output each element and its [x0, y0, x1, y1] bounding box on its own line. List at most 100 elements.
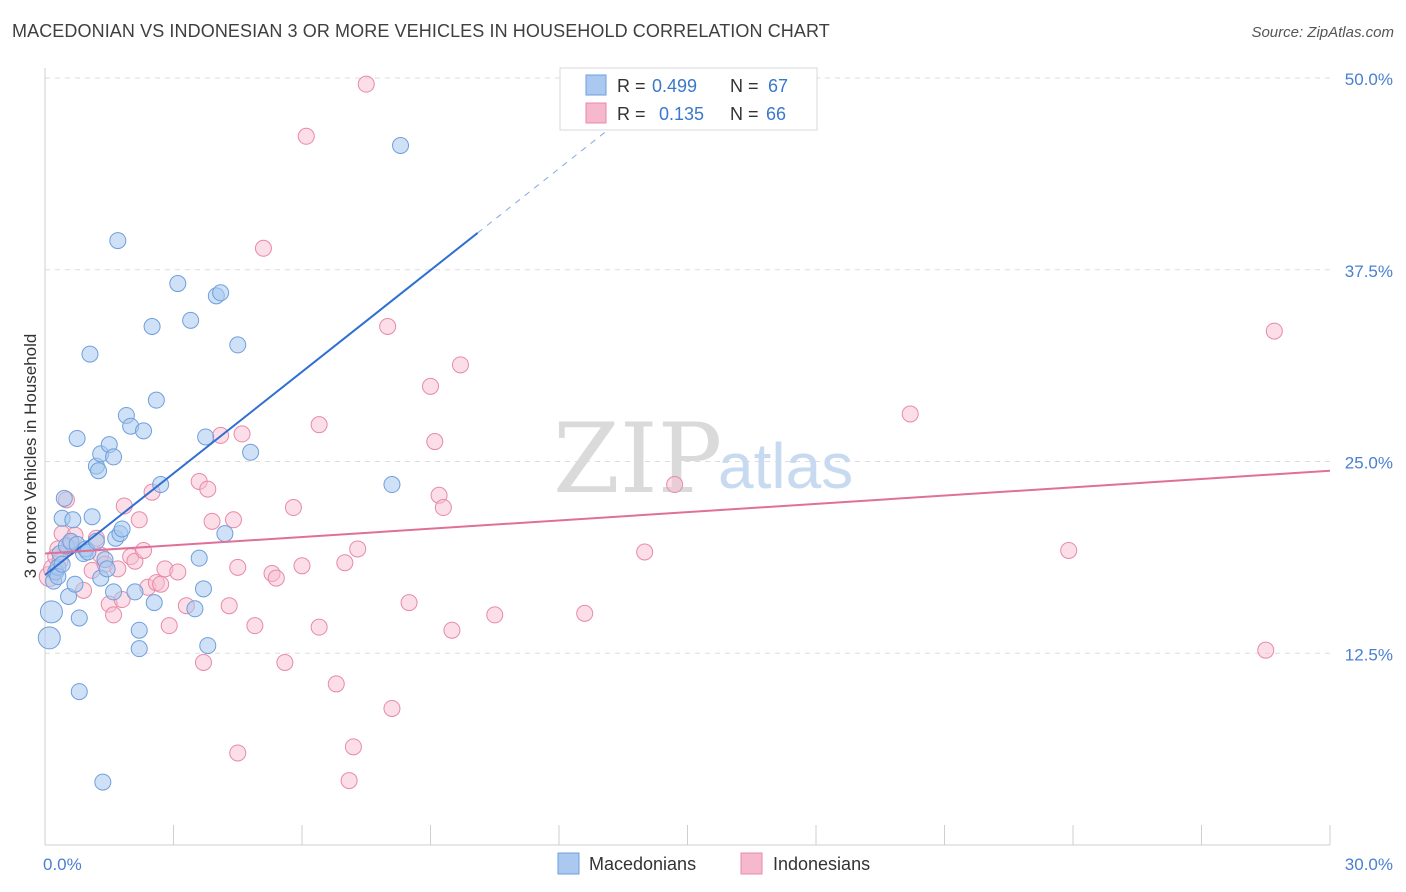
trend-lines	[44, 113, 1331, 576]
indonesians-point	[152, 575, 170, 593]
macedonians-point	[81, 345, 99, 363]
indonesians-point	[349, 540, 367, 558]
macedonians-point	[83, 508, 101, 526]
indonesians-point	[486, 606, 504, 624]
macedonians-point	[70, 683, 88, 701]
indonesians-point	[254, 239, 272, 257]
macedonians-point	[37, 626, 61, 650]
indonesians-point	[1257, 641, 1275, 659]
x-tick-label: 0.0%	[43, 855, 82, 874]
indonesians-points	[38, 75, 1283, 790]
stats-n-value-pink: 66	[766, 104, 786, 124]
macedonians-point	[105, 448, 123, 466]
stats-n-label-pink: N =	[730, 104, 759, 124]
y-axis-title: 3 or more Vehicles in Household	[21, 334, 40, 579]
macedonians-point	[105, 583, 123, 601]
macedonians-point	[94, 773, 112, 791]
indonesians-point	[443, 621, 461, 639]
y-tick-label: 25.0%	[1345, 454, 1393, 473]
macedonians-point	[186, 600, 204, 618]
macedonians-point	[135, 422, 153, 440]
indonesians-point	[169, 563, 187, 581]
indonesians-point	[229, 744, 247, 762]
indonesians-point	[267, 569, 285, 587]
stats-r-value-blue: 0.499	[652, 76, 697, 96]
indonesians-point	[1265, 322, 1283, 340]
indonesians-trend-line	[44, 469, 1331, 555]
macedonians-point	[143, 318, 161, 336]
stats-r-value-pink: 0.135	[659, 104, 704, 124]
macedonians-point	[216, 525, 234, 543]
indonesians-point	[199, 480, 217, 498]
indonesians-point	[400, 594, 418, 612]
macedonians-point	[194, 580, 212, 598]
indonesians-point	[130, 511, 148, 529]
macedonians-point	[383, 476, 401, 494]
macedonians-point	[199, 637, 217, 655]
indonesians-point	[901, 405, 919, 423]
indonesians-point	[310, 416, 328, 434]
indonesians-point	[310, 618, 328, 636]
macedonians-point	[229, 336, 247, 354]
stats-n-value-blue: 67	[768, 76, 788, 96]
indonesians-point	[340, 772, 358, 790]
indonesians-point	[383, 699, 401, 717]
indonesians-point	[297, 127, 315, 145]
indonesians-point	[336, 554, 354, 572]
macedonians-point	[169, 275, 187, 293]
macedonians-point	[113, 520, 131, 538]
indonesians-point	[284, 499, 302, 517]
stats-n-label-blue: N =	[730, 76, 759, 96]
macedonians-point	[242, 443, 260, 461]
macedonians-point	[147, 391, 165, 409]
stats-r-label-pink: R =	[617, 104, 646, 124]
macedonians-point	[64, 511, 82, 529]
stats-swatch-blue	[585, 74, 607, 96]
macedonians-point	[66, 575, 84, 593]
macedonians-point	[126, 583, 144, 601]
macedonians-trend-extension	[477, 113, 628, 234]
x-tick-label: 30.0%	[1345, 855, 1393, 874]
indonesians-point	[203, 512, 221, 530]
macedonians-point	[55, 489, 73, 507]
macedonians-point	[190, 549, 208, 567]
legend: Macedonians Indonesians	[557, 852, 870, 875]
indonesians-point	[357, 75, 375, 93]
indonesians-point	[344, 738, 362, 756]
macedonians-point	[87, 532, 105, 550]
macedonians-point	[130, 621, 148, 639]
stats-swatch-pink	[585, 102, 607, 124]
indonesians-point	[229, 558, 247, 576]
watermark-zip: ZIP	[553, 403, 722, 515]
macedonians-point	[197, 428, 215, 446]
indonesians-point	[246, 617, 264, 635]
indonesians-point	[135, 541, 153, 559]
indonesians-point	[194, 653, 212, 671]
watermark-atlas: atlas	[718, 430, 853, 502]
source-credit: Source: ZipAtlas.com	[1251, 24, 1394, 41]
indonesians-point	[434, 499, 452, 517]
indonesians-point	[451, 356, 469, 374]
indonesians-point	[327, 675, 345, 693]
macedonians-point	[53, 555, 71, 573]
macedonians-point	[392, 136, 410, 154]
y-tick-label: 12.5%	[1345, 645, 1393, 664]
legend-label-indonesians: Indonesians	[773, 854, 870, 874]
macedonians-point	[68, 429, 86, 447]
indonesians-point	[636, 543, 654, 561]
indonesians-point	[224, 511, 242, 529]
indonesians-point	[576, 604, 594, 622]
indonesians-point	[160, 617, 178, 635]
macedonians-point	[145, 594, 163, 612]
indonesians-point	[233, 425, 251, 443]
grid-lines	[45, 77, 1330, 654]
stats-r-label-blue: R =	[617, 76, 646, 96]
axes	[44, 68, 1331, 846]
macedonians-point	[39, 600, 63, 624]
macedonians-point	[109, 232, 127, 250]
macedonians-point	[98, 560, 116, 578]
indonesians-point	[276, 653, 294, 671]
chart-title: MACEDONIAN VS INDONESIAN 3 OR MORE VEHIC…	[12, 21, 830, 41]
indonesians-point	[105, 606, 123, 624]
